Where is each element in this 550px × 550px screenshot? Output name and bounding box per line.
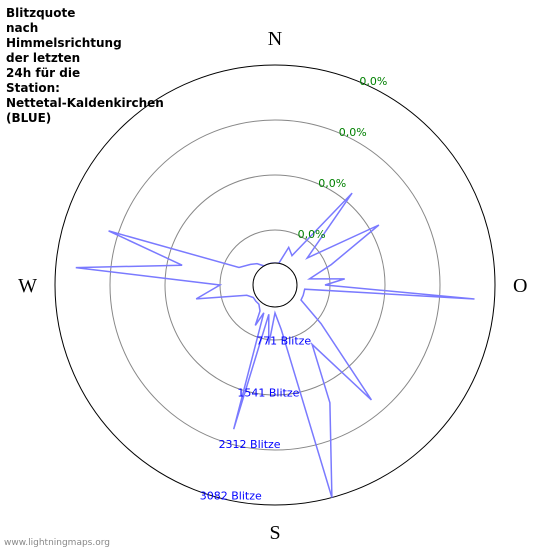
compass-label: S	[269, 522, 280, 544]
compass-label: W	[18, 275, 37, 297]
ring-label-upper: 0,0%	[298, 228, 326, 241]
attribution-text: www.lightningmaps.org	[4, 538, 110, 548]
ring-label-lower: 2312 Blitze	[219, 438, 281, 451]
ring-label-upper: 0,0%	[339, 126, 367, 139]
ring-label-lower: 771 Blitze	[256, 335, 311, 348]
ring-label-lower: 3082 Blitze	[200, 490, 262, 503]
chart-container: 0,0% 771 Blitze 0,0% 1541 Blitze 0,0% 2312 Bl…	[0, 0, 550, 550]
ring-label-upper: 0,0%	[359, 75, 387, 88]
ring-label-lower: 1541 Blitze	[237, 386, 299, 399]
compass-label: N	[268, 28, 282, 50]
chart-title: Blitzquote nach Himmelsrichtung der letz…	[6, 6, 164, 126]
ring-label-upper: 0,0%	[318, 177, 346, 190]
center-hole	[253, 263, 297, 307]
compass-label: O	[513, 275, 527, 297]
